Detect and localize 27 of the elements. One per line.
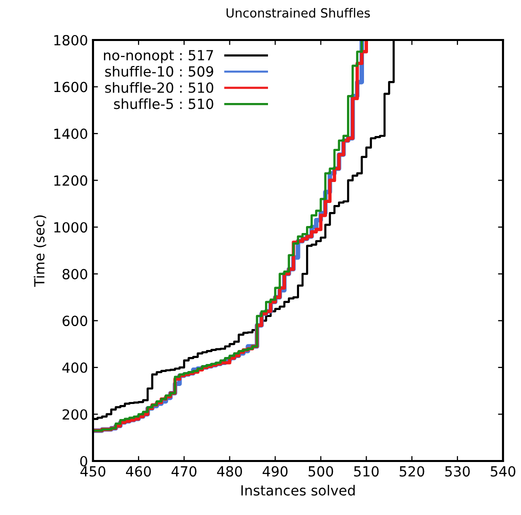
x-tick-label: 510 bbox=[354, 466, 379, 477]
x-axis-title: Instances solved bbox=[241, 484, 355, 496]
legend-label: shuffle-10 : 509 bbox=[105, 66, 214, 77]
y-tick-label: 0 bbox=[80, 456, 88, 466]
y-tick-label: 1200 bbox=[54, 175, 88, 186]
x-tick-label: 450 bbox=[80, 466, 106, 477]
y-axis-title: Time (sec) bbox=[34, 215, 46, 287]
x-tick-label: 480 bbox=[217, 466, 242, 477]
x-tick-label: 470 bbox=[172, 466, 196, 477]
y-tick-label: 1600 bbox=[54, 82, 88, 92]
chart-title: Unconstrained Shuffles bbox=[226, 8, 370, 18]
legend-label: no-nonopt : 517 bbox=[104, 50, 213, 64]
y-tick-label: 200 bbox=[62, 409, 88, 420]
y-tick-label: 1000 bbox=[54, 222, 88, 233]
y-tick-label: 400 bbox=[62, 362, 88, 373]
legend-label: shuffle-5 : 510 bbox=[114, 98, 214, 110]
x-tick-label: 500 bbox=[308, 466, 334, 477]
y-tick-label: 600 bbox=[62, 316, 88, 326]
legend-label: shuffle-20 : 510 bbox=[105, 82, 214, 93]
x-tick-label: 530 bbox=[445, 466, 470, 477]
x-tick-label: 490 bbox=[262, 466, 288, 477]
x-tick-label: 460 bbox=[126, 466, 151, 477]
y-tick-label: 800 bbox=[62, 268, 88, 280]
y-tick-label: 1800 bbox=[54, 34, 88, 46]
x-tick-label: 540 bbox=[490, 466, 516, 477]
x-tick-label: 520 bbox=[400, 466, 424, 477]
y-tick-label: 1400 bbox=[54, 128, 88, 140]
